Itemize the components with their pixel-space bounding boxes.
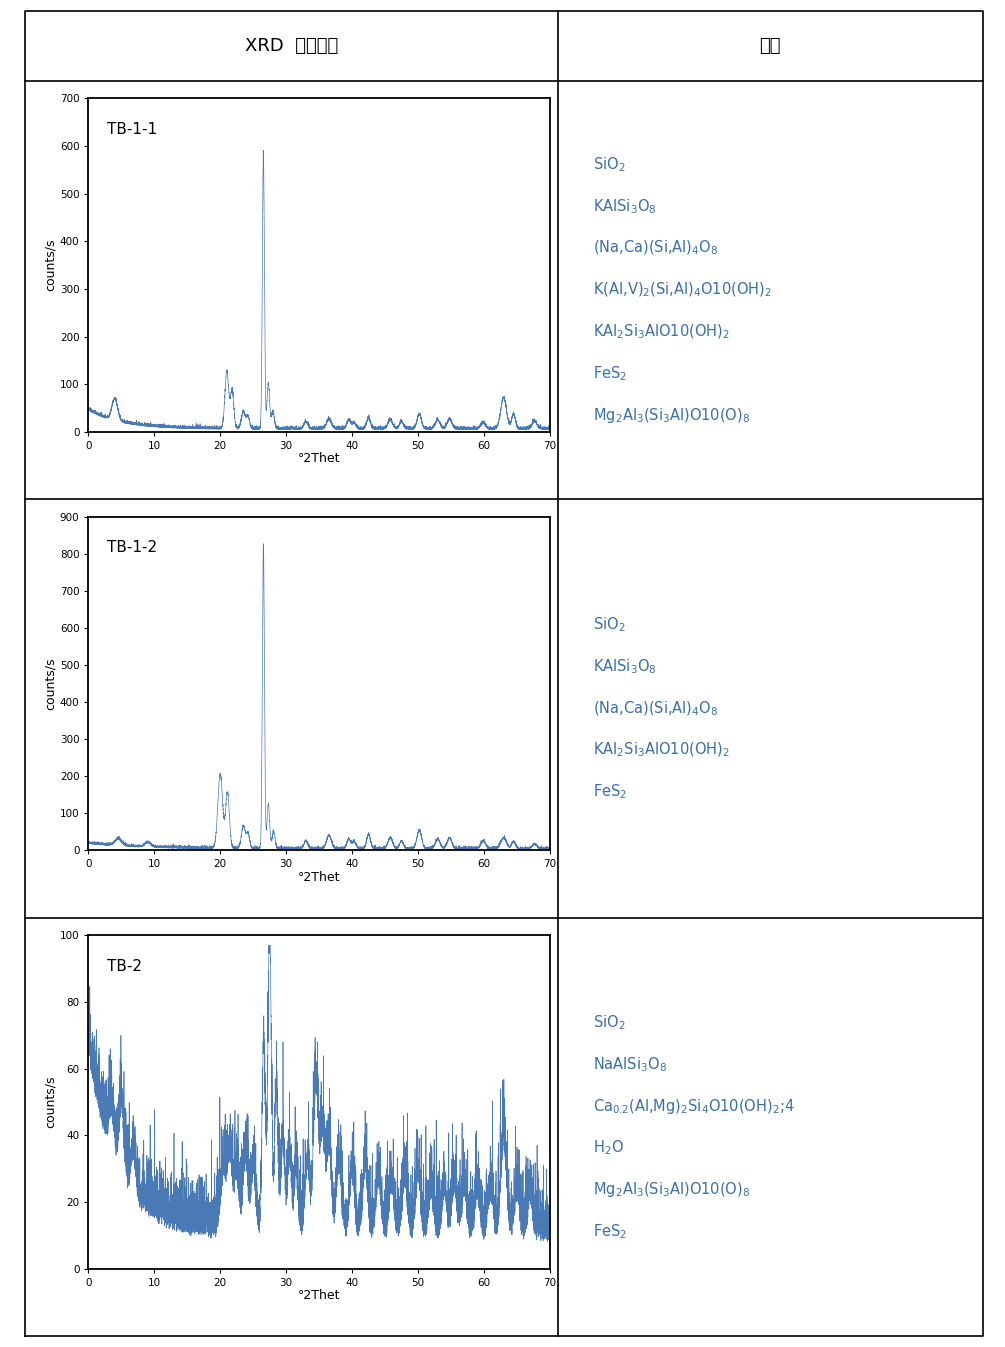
Text: H$_2$O: H$_2$O	[593, 1138, 624, 1157]
Text: KAl$_2$Si$_3$AlO10(OH)$_2$: KAl$_2$Si$_3$AlO10(OH)$_2$	[593, 741, 730, 760]
Text: (Na,Ca)(Si,Al)$_4$O$_8$: (Na,Ca)(Si,Al)$_4$O$_8$	[593, 699, 719, 718]
X-axis label: °2Thet: °2Thet	[297, 1289, 341, 1303]
Text: KAl$_2$Si$_3$AlO10(OH)$_2$: KAl$_2$Si$_3$AlO10(OH)$_2$	[593, 323, 730, 341]
X-axis label: °2Thet: °2Thet	[297, 870, 341, 884]
X-axis label: °2Thet: °2Thet	[297, 453, 341, 465]
Text: TB-1-2: TB-1-2	[107, 540, 157, 555]
Text: FeS$_2$: FeS$_2$	[593, 1222, 627, 1241]
Text: SiO$_2$: SiO$_2$	[593, 155, 625, 174]
Text: 광물: 광물	[760, 36, 781, 55]
Text: KAlSi$_3$O$_8$: KAlSi$_3$O$_8$	[593, 657, 656, 676]
Y-axis label: counts/s: counts/s	[44, 1076, 57, 1129]
Text: FeS$_2$: FeS$_2$	[593, 783, 627, 801]
Text: KAlSi$_3$O$_8$: KAlSi$_3$O$_8$	[593, 197, 656, 216]
Text: SiO$_2$: SiO$_2$	[593, 616, 625, 634]
Text: Ca$_{0.2}$(Al,Mg)$_2$Si$_4$O10(OH)$_2$;4: Ca$_{0.2}$(Al,Mg)$_2$Si$_4$O10(OH)$_2$;4	[593, 1096, 795, 1115]
Y-axis label: counts/s: counts/s	[44, 238, 57, 291]
Text: K(Al,V)$_2$(Si,Al)$_4$O10(OH)$_2$: K(Al,V)$_2$(Si,Al)$_4$O10(OH)$_2$	[593, 282, 772, 299]
Text: SiO$_2$: SiO$_2$	[593, 1013, 625, 1032]
Text: Mg$_2$Al$_3$(Si$_3$Al)O10(O)$_8$: Mg$_2$Al$_3$(Si$_3$Al)O10(O)$_8$	[593, 1180, 750, 1199]
Text: FeS$_2$: FeS$_2$	[593, 364, 627, 383]
Text: NaAlSi$_3$O$_8$: NaAlSi$_3$O$_8$	[593, 1055, 667, 1074]
Text: TB-2: TB-2	[107, 959, 142, 974]
Text: TB-1-1: TB-1-1	[107, 121, 157, 136]
Text: Mg$_2$Al$_3$(Si$_3$Al)O10(O)$_8$: Mg$_2$Al$_3$(Si$_3$Al)O10(O)$_8$	[593, 405, 750, 424]
Y-axis label: counts/s: counts/s	[44, 657, 57, 710]
Text: (Na,Ca)(Si,Al)$_4$O$_8$: (Na,Ca)(Si,Al)$_4$O$_8$	[593, 240, 719, 257]
Text: XRD  분석결과: XRD 분석결과	[245, 36, 338, 55]
